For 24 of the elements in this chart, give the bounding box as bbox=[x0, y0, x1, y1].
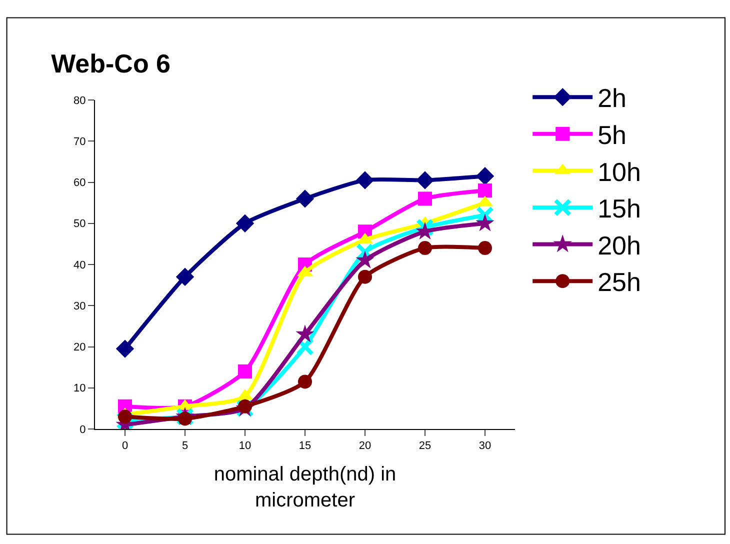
legend-label: 25h bbox=[598, 267, 641, 298]
x-tick-label: 5 bbox=[182, 440, 188, 452]
legend-label: 10h bbox=[598, 156, 641, 187]
x-tick-label: 15 bbox=[298, 440, 312, 452]
y-tick-label: 60 bbox=[74, 177, 86, 190]
y-tick-label: 0 bbox=[80, 424, 86, 436]
legend-label: 15h bbox=[598, 194, 641, 224]
y-tick-label: 50 bbox=[74, 218, 86, 230]
legend-label: 5h bbox=[598, 120, 627, 150]
y-tick-label: 30 bbox=[74, 300, 86, 312]
x-tick-label: 20 bbox=[358, 440, 372, 452]
legend-label: 2h bbox=[598, 83, 627, 114]
y-tick-label: 10 bbox=[74, 382, 86, 395]
x-tick-label: 30 bbox=[478, 440, 492, 452]
x-axis-title: nominal depth(nd) in micrometer bbox=[214, 464, 396, 512]
x-tick-label: 10 bbox=[238, 440, 252, 452]
x-tick-label: 0 bbox=[122, 440, 128, 452]
chart-title: Web-Co 6 bbox=[51, 48, 171, 79]
y-tick-label: 70 bbox=[74, 136, 86, 148]
y-tick-label: 80 bbox=[74, 94, 86, 107]
x-tick-label: 25 bbox=[418, 440, 432, 452]
legend-label: 20h bbox=[598, 230, 641, 260]
y-tick-label: 20 bbox=[74, 342, 86, 354]
y-tick-label: 40 bbox=[74, 259, 86, 272]
